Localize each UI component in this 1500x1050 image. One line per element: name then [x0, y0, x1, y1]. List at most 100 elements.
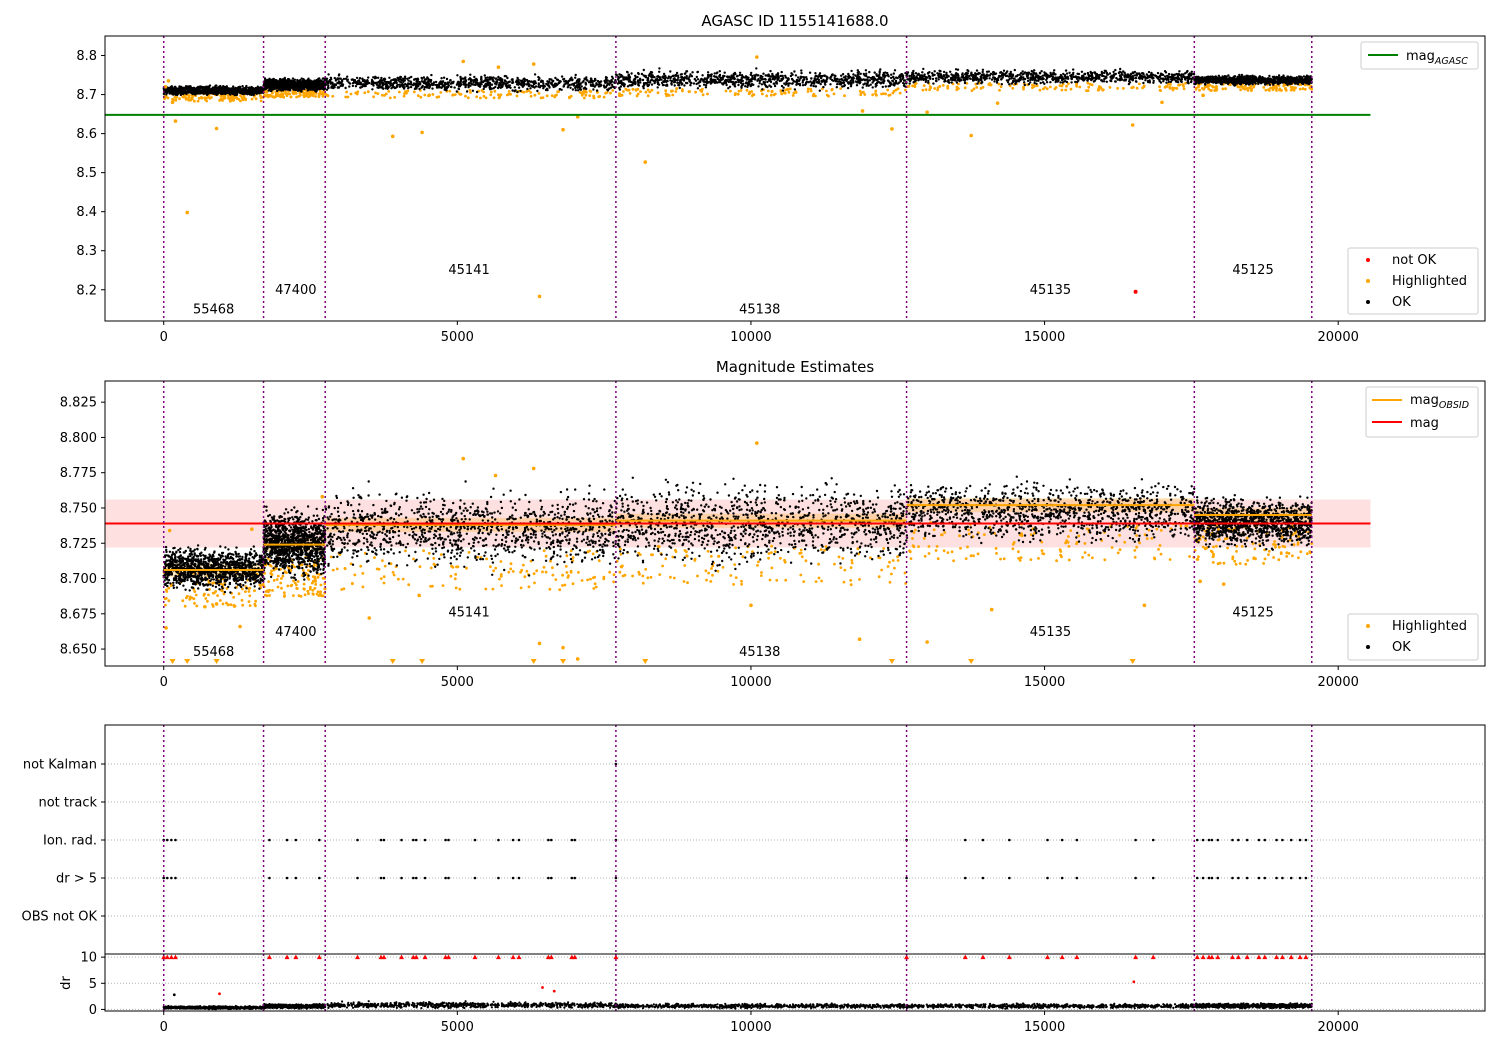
highlighted-point [584, 93, 588, 97]
highlighted-point [324, 93, 328, 96]
ok-point [394, 79, 398, 83]
highlighted-point [1198, 88, 1201, 92]
ok-point [794, 74, 798, 77]
highlighted-point [268, 93, 272, 97]
highlighted-point [1201, 87, 1204, 90]
ok-point [478, 83, 481, 87]
highlighted-point [975, 86, 979, 89]
ok-point [547, 84, 551, 88]
ok-point [291, 81, 295, 85]
ok-point [637, 72, 640, 76]
ok-point [800, 69, 803, 72]
ok-point [434, 80, 438, 84]
ok-point [590, 77, 593, 81]
ok-point [1041, 81, 1045, 84]
ok-point [577, 78, 580, 81]
highlighted-point [482, 94, 486, 98]
ok-point [320, 87, 323, 90]
ok-point [626, 71, 629, 74]
ok-point [733, 71, 737, 75]
ok-point [371, 83, 375, 86]
ok-point [479, 81, 482, 84]
ok-point [537, 78, 540, 82]
highlighted-point [1274, 86, 1278, 90]
ok-point [923, 73, 926, 76]
ok-point [562, 77, 566, 81]
highlighted-point [448, 89, 452, 93]
ok-point [442, 85, 445, 88]
ok-point [680, 78, 684, 81]
agasc-panel: AGASC ID 1155141688.0 554684740045141451… [76, 12, 1486, 345]
ok-point [844, 75, 847, 79]
ok-point [755, 67, 758, 70]
ok-point [329, 76, 333, 80]
highlighted-point [622, 90, 625, 93]
ok-point [429, 78, 433, 82]
highlighted-point [490, 90, 493, 94]
ok-point [854, 80, 858, 83]
ok-point [805, 76, 808, 79]
ok-point [861, 86, 864, 89]
ok-point [189, 87, 192, 90]
ok-point [699, 79, 702, 83]
highlighted-point [393, 96, 397, 99]
ok-point [975, 69, 979, 72]
ok-point [785, 81, 788, 84]
ok-point [1010, 82, 1013, 85]
ok-point [879, 82, 883, 85]
ok-point [591, 84, 595, 88]
ok-point [578, 88, 582, 91]
highlighted-point [1243, 84, 1247, 88]
ok-point [696, 87, 700, 90]
highlighted-point [1175, 87, 1179, 90]
ok-point [391, 84, 394, 87]
ok-point [430, 73, 433, 77]
highlighted-point [588, 94, 592, 97]
highlighted-point [750, 94, 754, 98]
highlighted-point [646, 88, 650, 92]
highlighted-point [578, 91, 582, 94]
ok-point [493, 82, 497, 85]
ok-point [392, 78, 395, 82]
highlighted-point [288, 92, 291, 96]
highlighted-point [1249, 84, 1253, 88]
ok-point [886, 73, 890, 77]
ok-point [405, 84, 408, 88]
highlighted-point [701, 93, 705, 97]
ok-point [241, 85, 244, 88]
ok-point [1141, 71, 1144, 75]
highlighted-point [1271, 88, 1275, 92]
ok-point [917, 73, 920, 76]
ok-point [716, 77, 719, 81]
ok-point [548, 78, 551, 81]
ok-point [759, 74, 763, 78]
ok-point [306, 84, 309, 87]
highlighted-point [200, 96, 204, 100]
ok-point [753, 77, 756, 81]
ok-point [300, 85, 304, 88]
ok-point [490, 76, 493, 79]
ok-point [174, 90, 177, 94]
ok-point [354, 85, 358, 88]
ok-point [1070, 76, 1074, 80]
highlighted-point [522, 90, 526, 94]
ok-point [1019, 78, 1022, 82]
ok-point [289, 89, 292, 92]
highlighted-point [384, 92, 388, 96]
highlighted-point [736, 92, 740, 96]
ok-point [527, 82, 530, 86]
highlighted-point [863, 93, 867, 96]
ok-point [704, 84, 708, 87]
ok-point [367, 76, 370, 79]
ok-point [457, 80, 460, 84]
highlighted-point [181, 95, 185, 99]
ok-point [884, 85, 887, 88]
ok-point [676, 81, 679, 85]
ok-point [1080, 70, 1084, 74]
ok-point [988, 77, 991, 80]
ok-point [195, 89, 198, 92]
highlighted-point [1215, 85, 1218, 89]
ok-point [595, 89, 599, 92]
ok-point [801, 84, 805, 87]
ok-point [407, 82, 410, 85]
